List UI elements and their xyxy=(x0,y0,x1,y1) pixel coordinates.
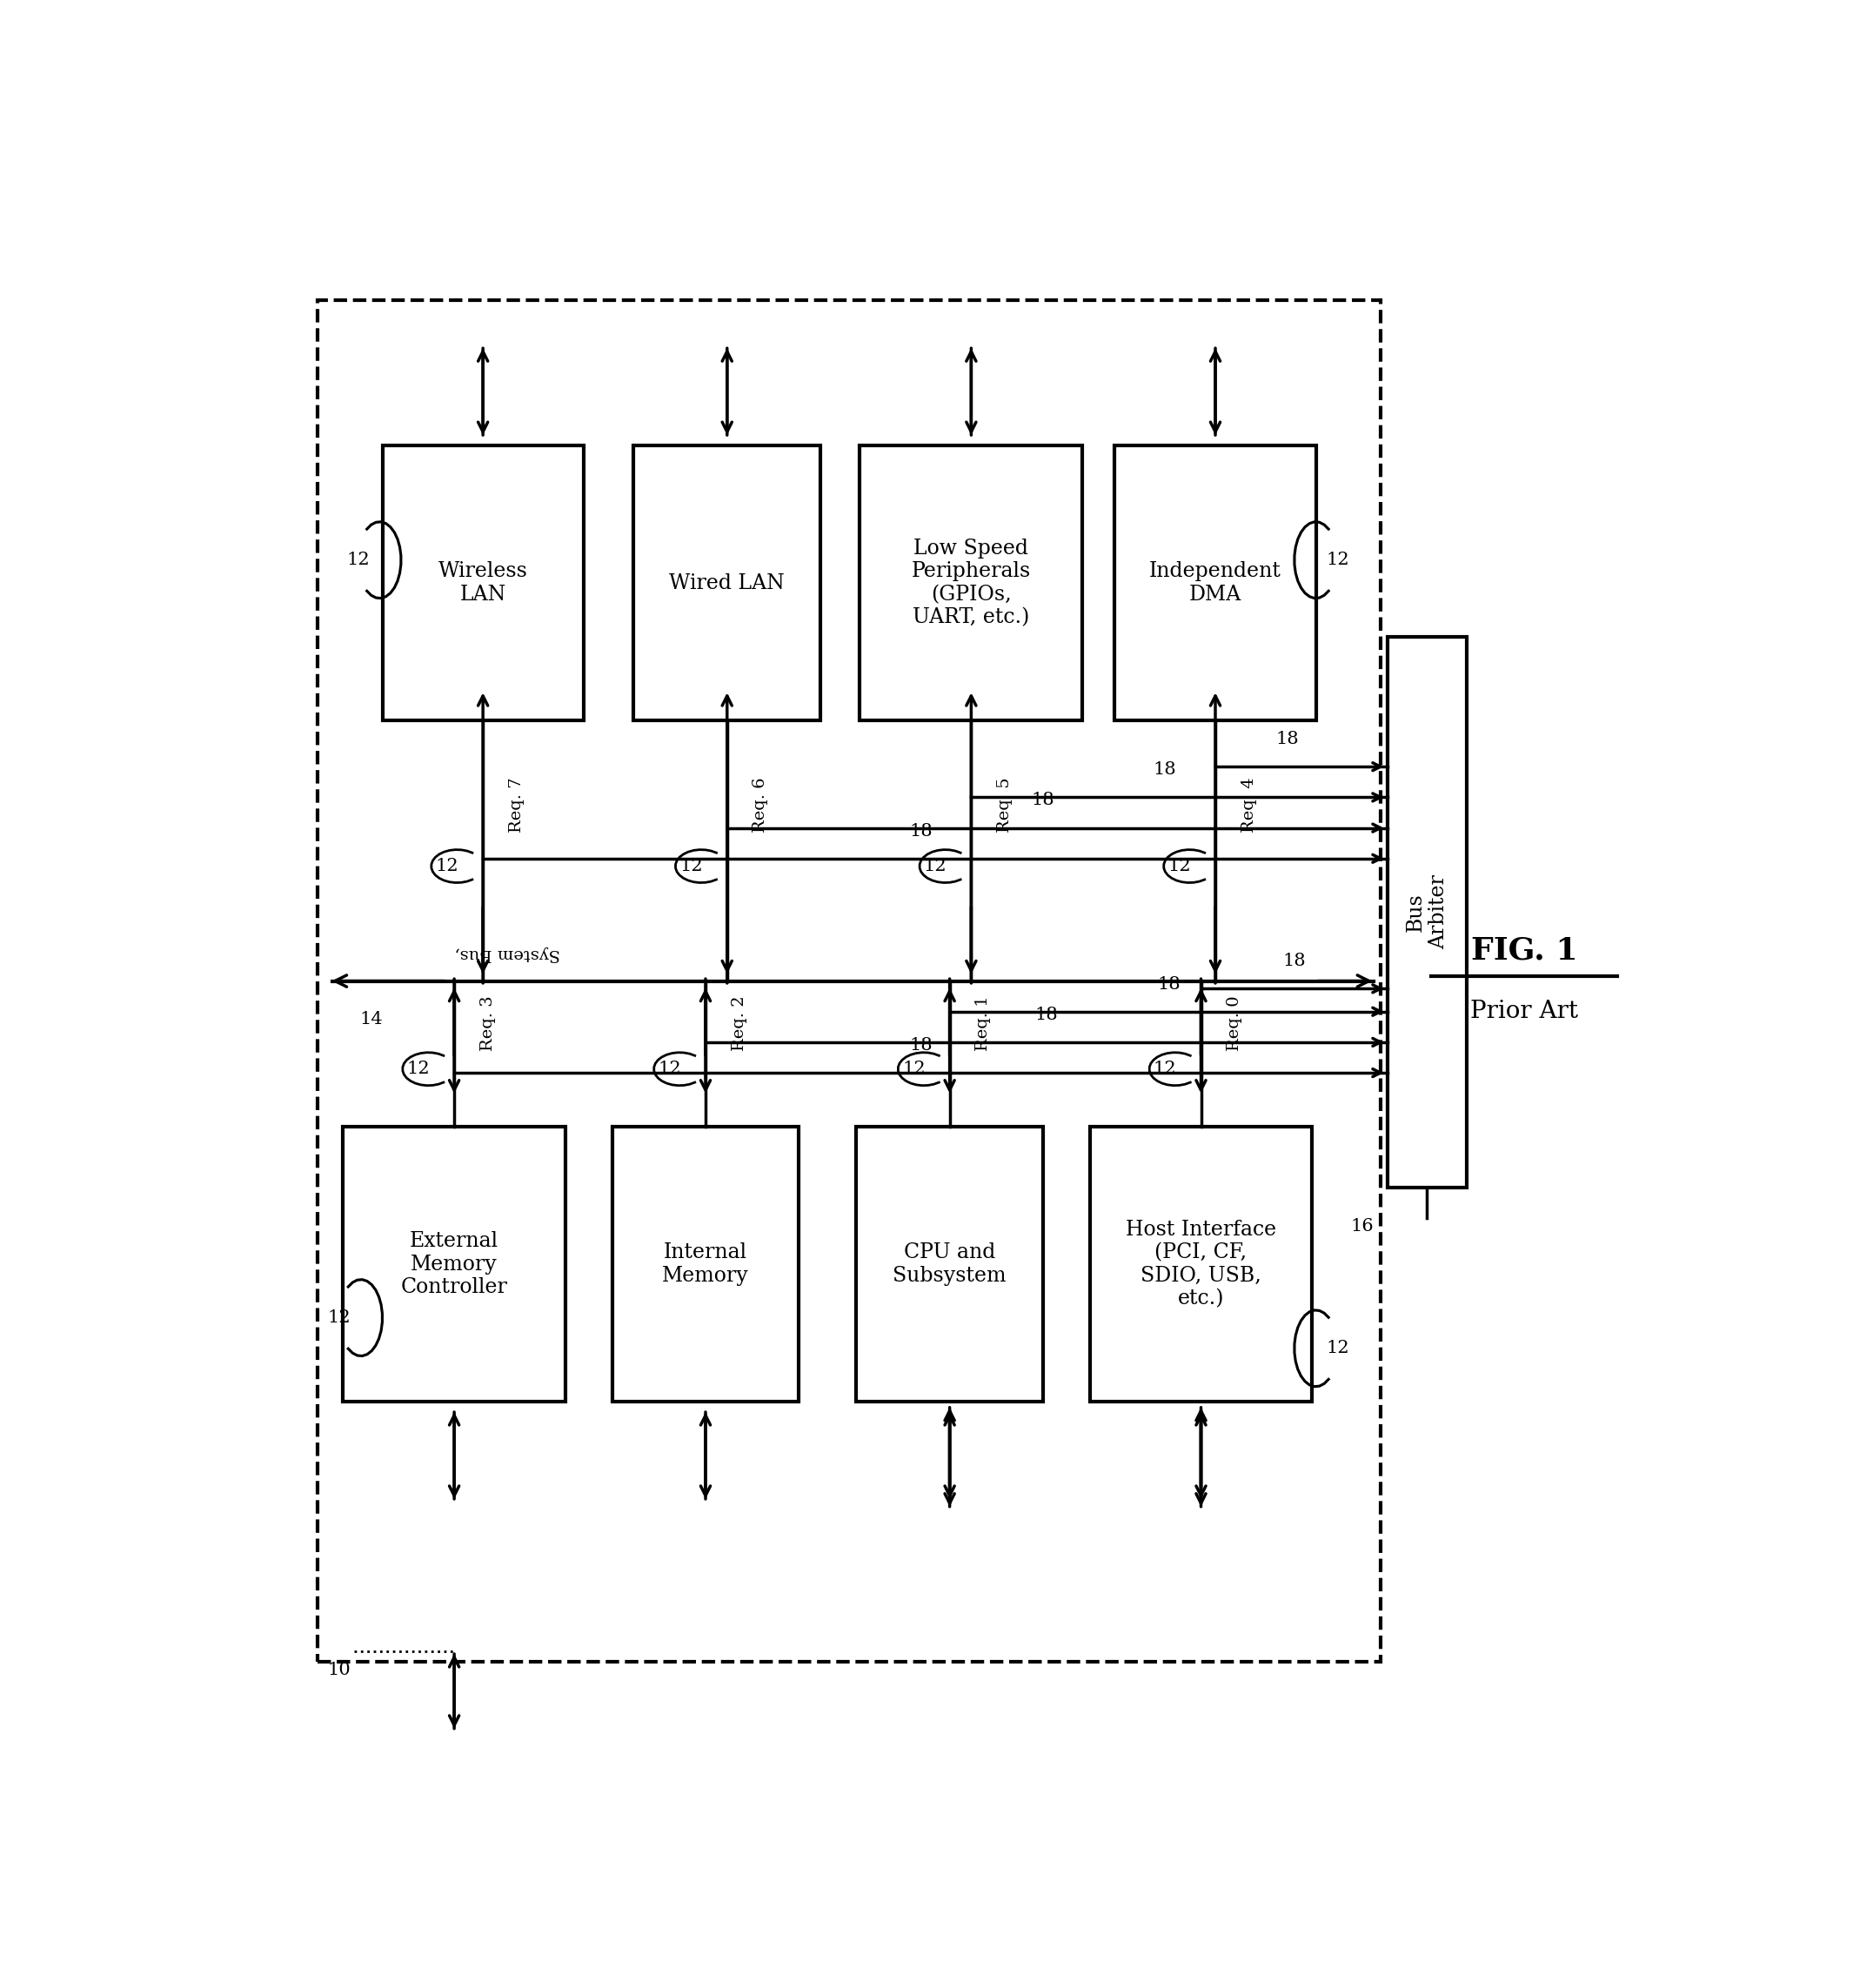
Text: Req. 6: Req. 6 xyxy=(752,777,769,833)
Bar xyxy=(611,1127,799,1402)
Text: System Bus,: System Bus, xyxy=(454,946,560,962)
Text: 16: 16 xyxy=(1351,1217,1373,1235)
Text: Wireless
LAN: Wireless LAN xyxy=(437,561,528,604)
Text: Host Interface
(PCI, CF,
SDIO, USB,
etc.): Host Interface (PCI, CF, SDIO, USB, etc.… xyxy=(1125,1219,1277,1308)
Text: 18: 18 xyxy=(910,1038,932,1054)
Text: Req. 3: Req. 3 xyxy=(480,996,497,1052)
Text: 12: 12 xyxy=(1327,553,1349,569)
Text: Req. 7: Req. 7 xyxy=(510,777,524,833)
Text: Req. 2: Req. 2 xyxy=(732,996,747,1052)
Text: Req. 0: Req. 0 xyxy=(1227,996,1243,1052)
Text: 12: 12 xyxy=(658,1062,682,1077)
Bar xyxy=(343,1127,565,1402)
Bar xyxy=(382,445,584,722)
Text: Req. 1: Req. 1 xyxy=(975,996,991,1052)
Text: Low Speed
Peripherals
(GPIOs,
UART, etc.): Low Speed Peripherals (GPIOs, UART, etc.… xyxy=(912,539,1030,628)
Bar xyxy=(1116,445,1316,722)
Text: 12: 12 xyxy=(680,859,702,875)
Bar xyxy=(634,445,821,722)
Text: 12: 12 xyxy=(902,1062,925,1077)
Text: 12: 12 xyxy=(406,1062,430,1077)
Text: 18: 18 xyxy=(1156,976,1180,992)
Text: Req. 5: Req. 5 xyxy=(997,777,1014,833)
Text: Prior Art: Prior Art xyxy=(1469,1000,1579,1024)
Text: Independent
DMA: Independent DMA xyxy=(1149,561,1282,604)
Text: 18: 18 xyxy=(910,823,932,839)
Text: 18: 18 xyxy=(1032,791,1054,809)
Text: FIG. 1: FIG. 1 xyxy=(1471,936,1577,964)
Text: 12: 12 xyxy=(1167,859,1191,875)
Text: 12: 12 xyxy=(923,859,947,875)
Text: 10: 10 xyxy=(328,1662,350,1678)
Bar xyxy=(1090,1127,1312,1402)
Text: 12: 12 xyxy=(1153,1062,1177,1077)
Text: 12: 12 xyxy=(328,1310,350,1326)
Bar xyxy=(856,1127,1043,1402)
Text: 18: 18 xyxy=(1153,761,1177,777)
Text: 18: 18 xyxy=(1036,1006,1058,1024)
Bar xyxy=(860,445,1082,722)
Text: 18: 18 xyxy=(1282,952,1306,970)
Text: Req. 4: Req. 4 xyxy=(1242,777,1256,833)
Text: Wired LAN: Wired LAN xyxy=(669,573,786,592)
Text: Bus
Arbiter: Bus Arbiter xyxy=(1406,875,1449,950)
Text: 12: 12 xyxy=(435,859,458,875)
Text: External
Memory
Controller: External Memory Controller xyxy=(400,1231,508,1298)
Text: 12: 12 xyxy=(347,553,369,569)
Text: Internal
Memory: Internal Memory xyxy=(662,1242,749,1286)
Text: 18: 18 xyxy=(1275,732,1299,747)
Text: CPU and
Subsystem: CPU and Subsystem xyxy=(893,1242,1006,1286)
Text: 12: 12 xyxy=(1327,1340,1349,1356)
Text: 14: 14 xyxy=(359,1012,382,1028)
Bar xyxy=(319,300,1380,1662)
Bar xyxy=(1388,636,1468,1187)
